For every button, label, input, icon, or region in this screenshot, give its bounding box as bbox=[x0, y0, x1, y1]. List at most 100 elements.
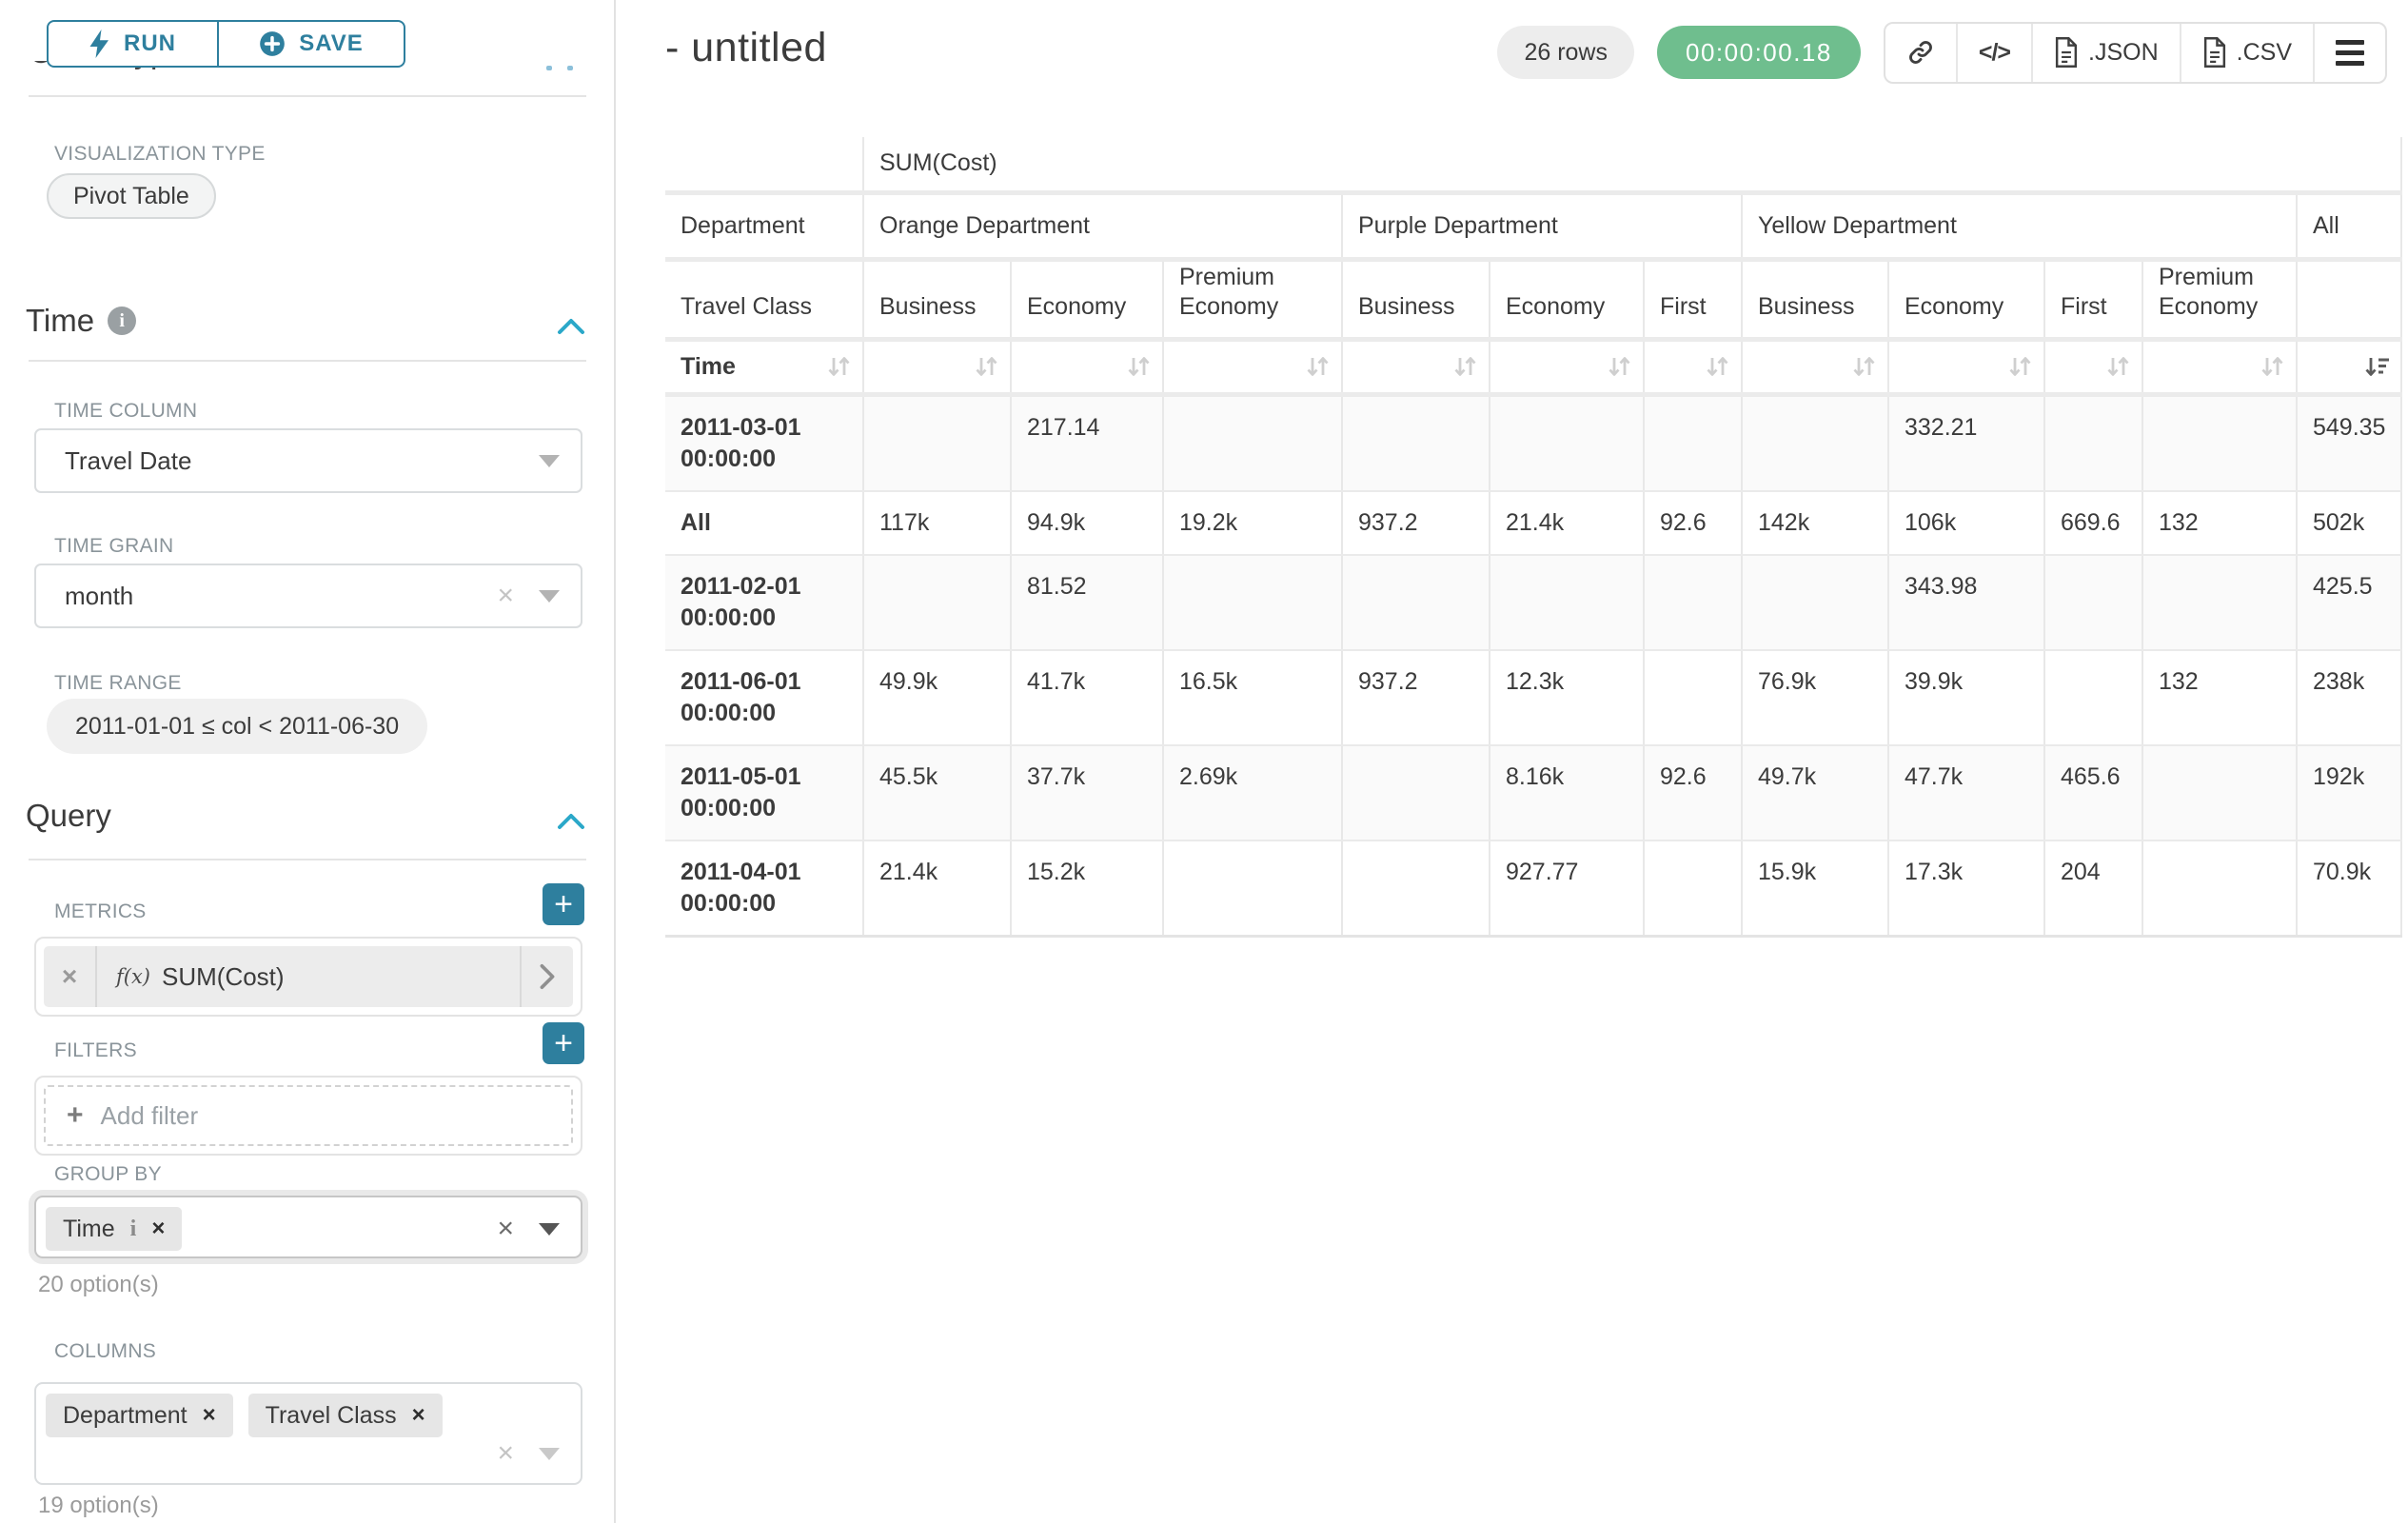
group-by-chip-time[interactable]: Timei × bbox=[46, 1207, 182, 1251]
group-by-label: GROUP BY bbox=[54, 1163, 162, 1186]
group-by-select[interactable]: Timei × × bbox=[34, 1196, 582, 1258]
control-panel[interactable]: Chart Type RUN SAVE VISUALIZATION TYPE P… bbox=[0, 0, 616, 1523]
divider bbox=[29, 859, 586, 860]
chevron-up-icon[interactable] bbox=[557, 812, 585, 831]
column-sort-header[interactable] bbox=[1644, 339, 1742, 394]
column-sort-header[interactable] bbox=[1888, 339, 2044, 394]
share-link-button[interactable] bbox=[1885, 24, 1958, 82]
metrics-label: METRICS bbox=[54, 900, 147, 923]
columns-select[interactable]: Department× Travel Class× × bbox=[34, 1382, 582, 1485]
clear-icon[interactable]: × bbox=[497, 1439, 514, 1468]
save-button[interactable]: SAVE bbox=[218, 20, 405, 68]
column-sort-header[interactable] bbox=[2142, 339, 2297, 394]
time-range-chip[interactable]: 2011-01-01 ≤ col < 2011-06-30 bbox=[47, 699, 427, 754]
run-button-label: RUN bbox=[124, 30, 176, 57]
panel-drag-handle[interactable] bbox=[546, 66, 573, 70]
column-sort-header[interactable] bbox=[1011, 339, 1163, 394]
row-axis-sort-header[interactable]: Time bbox=[665, 339, 863, 394]
chevron-down-icon bbox=[539, 1448, 560, 1460]
menu-icon bbox=[2336, 40, 2364, 66]
embed-code-button[interactable]: </> bbox=[1958, 24, 2033, 82]
query-section-header: Query bbox=[26, 798, 111, 834]
pivot-travel-class-row: Travel ClassBusinessEconomyPremium Econo… bbox=[665, 259, 2401, 339]
metrics-control: × f(x) SUM(Cost) bbox=[34, 937, 582, 1017]
value-cell: 15.2k bbox=[1011, 841, 1163, 937]
clear-icon[interactable]: × bbox=[497, 1215, 514, 1243]
columns-chip-department[interactable]: Department× bbox=[46, 1394, 233, 1437]
save-button-label: SAVE bbox=[299, 30, 364, 57]
more-menu-button[interactable] bbox=[2315, 24, 2385, 82]
group-by-chip-label: Time bbox=[63, 1216, 115, 1243]
remove-chip-icon[interactable]: × bbox=[412, 1402, 425, 1429]
value-cell: 927.77 bbox=[1490, 841, 1644, 937]
column-header: First bbox=[2044, 259, 2142, 339]
sort-icon bbox=[1849, 352, 1878, 381]
time-column-select[interactable]: Travel Date bbox=[34, 428, 582, 493]
sort-icon bbox=[2005, 352, 2034, 381]
sort-descending-icon bbox=[2362, 352, 2391, 381]
time-column-label: TIME COLUMN bbox=[54, 400, 197, 423]
value-cell: 49.9k bbox=[863, 650, 1011, 745]
remove-chip-icon[interactable]: × bbox=[203, 1402, 216, 1429]
sort-icon bbox=[1124, 352, 1153, 381]
value-cell bbox=[2142, 394, 2297, 491]
column-sort-header[interactable] bbox=[1742, 339, 1888, 394]
table-row: 2011-02-01 00:00:0081.52343.98425.5 bbox=[665, 555, 2401, 650]
value-cell: 47.7k bbox=[1888, 745, 2044, 841]
info-icon[interactable]: i bbox=[108, 307, 136, 335]
corner-cell bbox=[665, 137, 863, 192]
column-header: Business bbox=[1342, 259, 1490, 339]
add-filter-dropzone[interactable]: + Add filter bbox=[44, 1085, 573, 1146]
pivot-table: SUM(Cost)DepartmentOrange DepartmentPurp… bbox=[665, 137, 2402, 938]
column-header: Business bbox=[1742, 259, 1888, 339]
query-timer-badge: 00:00:00.18 bbox=[1657, 26, 1861, 79]
export-json-button[interactable]: .JSON bbox=[2033, 24, 2181, 82]
expand-metric-icon[interactable] bbox=[520, 946, 573, 1007]
time-grain-select[interactable]: month × bbox=[34, 564, 582, 628]
add-metric-button[interactable]: + bbox=[543, 883, 584, 925]
clear-icon[interactable]: × bbox=[497, 582, 514, 610]
value-cell: 21.4k bbox=[863, 841, 1011, 937]
row-header: 2011-05-01 00:00:00 bbox=[665, 745, 863, 841]
value-cell: 76.9k bbox=[1742, 650, 1888, 745]
visualization-type-chip[interactable]: Pivot Table bbox=[47, 173, 216, 219]
column-sort-header[interactable] bbox=[1490, 339, 1644, 394]
column-sort-header[interactable] bbox=[1163, 339, 1342, 394]
value-cell: 8.16k bbox=[1490, 745, 1644, 841]
column-sort-header[interactable] bbox=[863, 339, 1011, 394]
info-icon[interactable]: i bbox=[130, 1216, 137, 1242]
add-filter-button[interactable]: + bbox=[543, 1022, 584, 1064]
time-section-header: Time i bbox=[26, 303, 136, 339]
value-cell: 192k bbox=[2297, 745, 2401, 841]
row-header: 2011-06-01 00:00:00 bbox=[665, 650, 863, 745]
row-header: All bbox=[665, 491, 863, 555]
remove-metric-icon[interactable]: × bbox=[44, 946, 97, 1007]
value-cell: 37.7k bbox=[1011, 745, 1163, 841]
chart-area: - untitled 26 rows 00:00:00.18 </>.JSON.… bbox=[618, 0, 2408, 1523]
run-save-button-group: RUN SAVE bbox=[47, 20, 405, 68]
export-button-group: </>.JSON.CSV bbox=[1884, 22, 2387, 84]
column-sort-header[interactable] bbox=[2044, 339, 2142, 394]
metric-chip[interactable]: × f(x) SUM(Cost) bbox=[44, 946, 573, 1007]
pivot-department-row: DepartmentOrange DepartmentPurple Depart… bbox=[665, 192, 2401, 259]
value-cell bbox=[1742, 394, 1888, 491]
table-row: 2011-04-01 00:00:0021.4k15.2k927.7715.9k… bbox=[665, 841, 2401, 937]
value-cell bbox=[2044, 394, 2142, 491]
row-dimension-label: Department bbox=[665, 192, 863, 259]
chevron-up-icon[interactable] bbox=[557, 317, 585, 336]
remove-chip-icon[interactable]: × bbox=[151, 1216, 165, 1242]
value-cell: 16.5k bbox=[1163, 650, 1342, 745]
row-count-badge: 26 rows bbox=[1497, 26, 1634, 79]
export-csv-button[interactable]: .CSV bbox=[2181, 24, 2315, 82]
chart-title[interactable]: - untitled bbox=[665, 25, 827, 71]
columns-chip-travel-class[interactable]: Travel Class× bbox=[248, 1394, 443, 1437]
column-sort-header[interactable] bbox=[1342, 339, 1490, 394]
columns-label: COLUMNS bbox=[54, 1340, 156, 1363]
column-sort-header[interactable] bbox=[2297, 339, 2401, 394]
fx-icon: f(x) bbox=[116, 965, 150, 988]
value-cell bbox=[863, 394, 1011, 491]
run-button[interactable]: RUN bbox=[47, 20, 218, 68]
table-row: 2011-06-01 00:00:0049.9k41.7k16.5k937.21… bbox=[665, 650, 2401, 745]
value-cell: 2.69k bbox=[1163, 745, 1342, 841]
value-cell: 94.9k bbox=[1011, 491, 1163, 555]
